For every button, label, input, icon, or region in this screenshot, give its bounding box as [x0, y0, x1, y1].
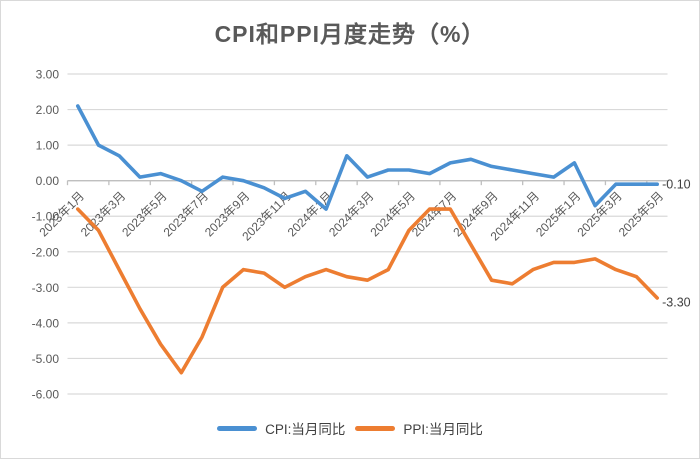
- svg-text:0.00: 0.00: [36, 174, 60, 188]
- svg-text:1.00: 1.00: [36, 139, 60, 153]
- svg-text:3.00: 3.00: [36, 68, 60, 82]
- legend-label-ppi: PPI:当月同比: [403, 422, 483, 437]
- ppi-end-value-label: -3.30: [662, 296, 691, 310]
- svg-text:-1.00: -1.00: [32, 210, 60, 224]
- svg-text:2025年5月: 2025年5月: [616, 189, 666, 239]
- svg-text:-5.00: -5.00: [32, 352, 60, 366]
- cpi-end-value-label: -0.10: [662, 178, 691, 192]
- ppi-line: [76, 207, 660, 375]
- cpi-line: [76, 104, 660, 211]
- legend-label-cpi: CPI:当月同比: [265, 422, 346, 437]
- svg-text:-2.00: -2.00: [32, 245, 60, 259]
- legend-item-ppi: PPI:当月同比: [355, 418, 483, 438]
- x-axis: [66, 180, 669, 186]
- svg-text:-6.00: -6.00: [32, 388, 60, 402]
- svg-text:-4.00: -4.00: [32, 316, 60, 330]
- svg-text:2.00: 2.00: [36, 103, 60, 117]
- chart-legend: CPI:当月同比 PPI:当月同比: [1, 418, 699, 438]
- gridlines: [67, 73, 668, 395]
- y-axis-labels: 3.00 2.00 1.00 0.00 -1.00 -2.00 -3.00 -4.00 -5.0…: [32, 68, 60, 402]
- cpi-line-swatch: [217, 425, 258, 431]
- ppi-line-swatch: [355, 425, 396, 431]
- legend-item-cpi: CPI:当月同比: [217, 418, 345, 438]
- chart-title: CPI和PPI月度走势（%）: [214, 21, 486, 47]
- svg-text:-3.00: -3.00: [32, 281, 60, 295]
